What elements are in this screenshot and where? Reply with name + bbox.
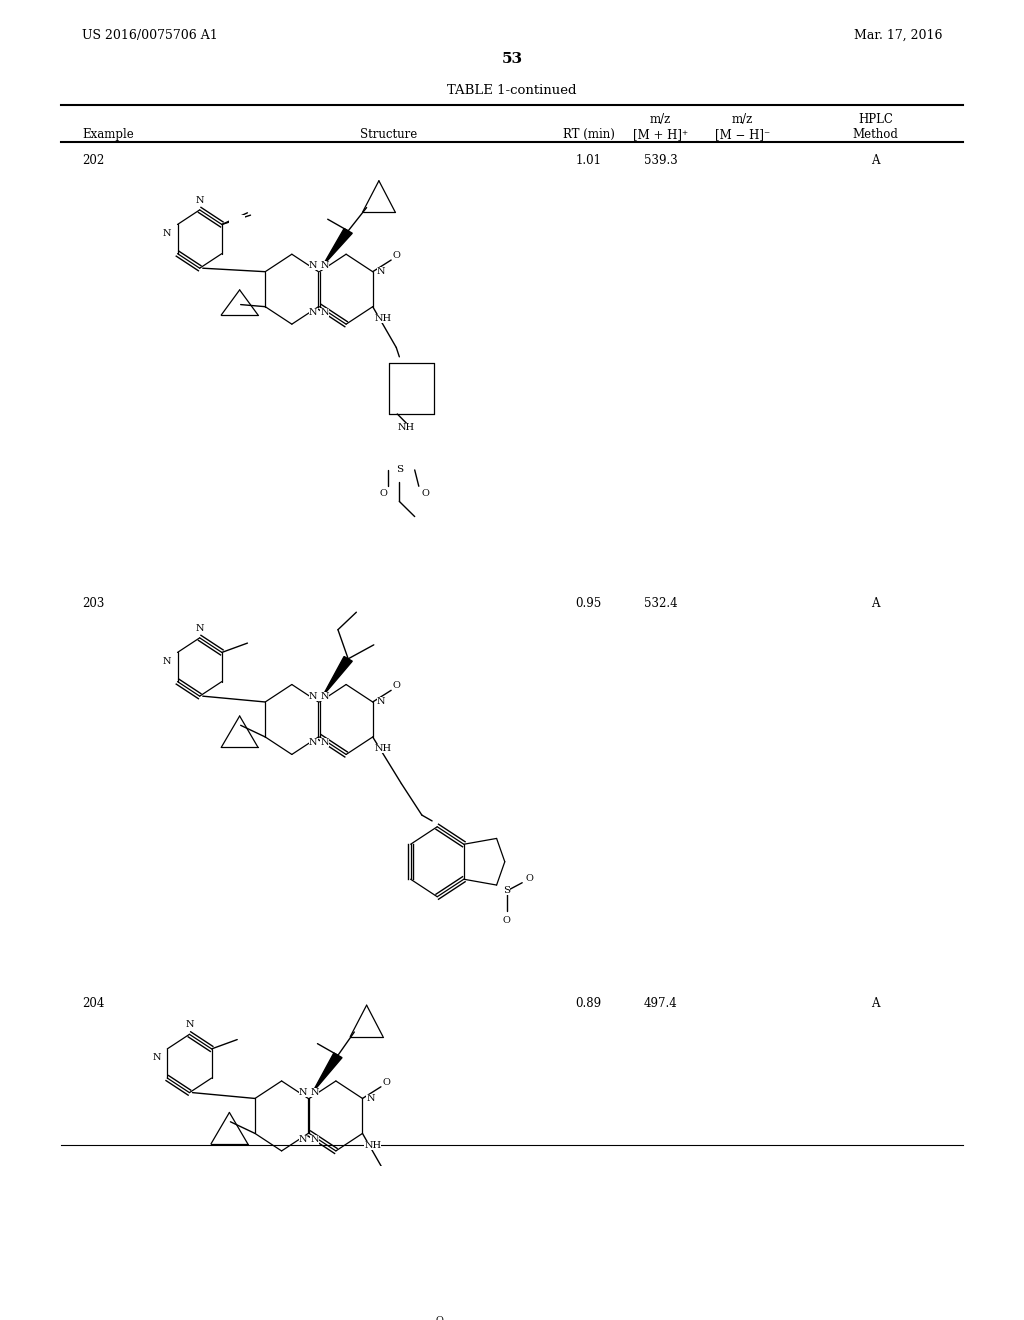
Text: O: O <box>382 1077 390 1086</box>
Text: NH: NH <box>375 744 391 754</box>
Text: 0.89: 0.89 <box>575 997 602 1010</box>
Text: N: N <box>309 738 317 747</box>
Text: N: N <box>299 1088 307 1097</box>
Text: Structure: Structure <box>360 128 418 141</box>
Text: Method: Method <box>853 128 898 141</box>
Text: HPLC: HPLC <box>858 114 893 127</box>
Text: 53: 53 <box>502 53 522 66</box>
Text: [M − H]⁻: [M − H]⁻ <box>715 128 770 141</box>
Text: O: O <box>525 874 534 883</box>
Text: TABLE 1-continued: TABLE 1-continued <box>447 84 577 96</box>
Text: 203: 203 <box>82 597 104 610</box>
Text: A: A <box>871 597 880 610</box>
Text: 0.95: 0.95 <box>575 597 602 610</box>
Text: RT (min): RT (min) <box>563 128 614 141</box>
Text: Mar. 17, 2016: Mar. 17, 2016 <box>854 29 942 42</box>
Text: O: O <box>392 251 400 260</box>
Text: N: N <box>310 1088 318 1097</box>
Text: [M + H]⁺: [M + H]⁺ <box>633 128 688 141</box>
Text: S: S <box>396 466 402 474</box>
Text: 204: 204 <box>82 997 104 1010</box>
Text: N: N <box>377 267 385 276</box>
Text: O: O <box>379 488 387 498</box>
Polygon shape <box>312 1053 342 1093</box>
Text: NH: NH <box>365 1140 381 1150</box>
Text: N: N <box>163 656 172 665</box>
Text: N: N <box>153 1053 162 1063</box>
Text: NH: NH <box>375 314 391 323</box>
Text: N: N <box>367 1094 375 1104</box>
Polygon shape <box>323 228 352 265</box>
Text: N: N <box>310 1135 318 1143</box>
Text: N: N <box>299 1135 307 1143</box>
Text: A: A <box>871 997 880 1010</box>
Text: 1.01: 1.01 <box>575 154 602 166</box>
Text: N: N <box>321 308 329 317</box>
Text: 497.4: 497.4 <box>644 997 677 1010</box>
Text: 532.4: 532.4 <box>644 597 677 610</box>
Text: N: N <box>321 692 329 701</box>
Text: US 2016/0075706 A1: US 2016/0075706 A1 <box>82 29 218 42</box>
Text: NH: NH <box>398 424 415 433</box>
Text: m/z: m/z <box>650 114 671 127</box>
Text: O: O <box>392 681 400 690</box>
Text: N: N <box>377 697 385 706</box>
Text: N: N <box>309 308 317 317</box>
Text: N: N <box>185 1020 194 1030</box>
Text: S: S <box>503 887 510 895</box>
Polygon shape <box>323 656 352 696</box>
Text: N: N <box>321 738 329 747</box>
Text: N: N <box>163 228 172 238</box>
Text: N: N <box>309 692 317 701</box>
Text: Example: Example <box>82 128 134 141</box>
Text: N: N <box>196 624 204 634</box>
Text: A: A <box>871 154 880 166</box>
Text: O: O <box>421 488 429 498</box>
Text: N: N <box>309 261 317 271</box>
Text: 202: 202 <box>82 154 104 166</box>
Text: O: O <box>435 1316 443 1320</box>
Text: m/z: m/z <box>732 114 753 127</box>
Text: O: O <box>503 916 511 924</box>
Text: N: N <box>321 261 329 271</box>
Text: 539.3: 539.3 <box>644 154 677 166</box>
Text: N: N <box>196 197 204 205</box>
